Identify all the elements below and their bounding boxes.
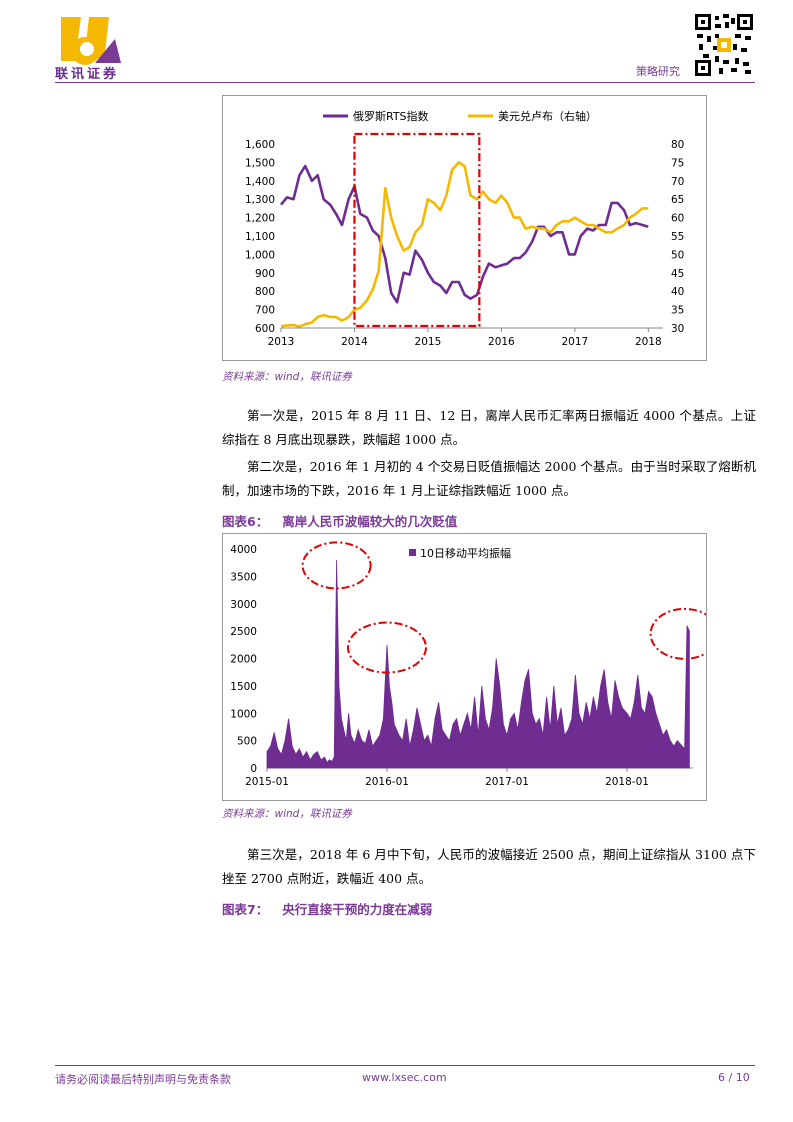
chart-rts-vs-ruble-svg: 600 700 800 900 1,000 1,100 1,200 1,300 1,400 1,5… (245, 109, 684, 348)
chart-rts-vs-ruble: 600 700 800 900 1,000 1,100 1,200 1,300 1,400 1,5… (222, 95, 707, 361)
y-right-tick-label: 50 (671, 249, 684, 261)
y-tick-label: 500 (237, 736, 257, 748)
y-right-tick-label: 30 (671, 323, 684, 335)
y-tick-label: 3000 (230, 599, 257, 611)
brand-name: 联讯证券 (55, 67, 120, 82)
footer-disclaimer: 请务必阅读最后特别声明与免责条款 (55, 1073, 231, 1086)
y-left-tick-label: 1,100 (245, 231, 275, 243)
series-line-rts (279, 164, 649, 304)
y-left-tick-label: 900 (255, 268, 275, 280)
footer-page-number: 6 / 10 (718, 1071, 750, 1084)
x-tick-label: 2013 (268, 336, 295, 348)
legend-swatch (409, 549, 416, 556)
y-left-tick-label: 1,400 (245, 176, 275, 188)
y-left-tick-label: 800 (255, 286, 275, 298)
chart2-source: 资料来源：wind，联讯证券 (222, 808, 352, 820)
y-left-tick-label: 1,600 (245, 139, 275, 151)
paragraph-second: 第二次是，2016 年 1 月初的 4 个交易日贬值振幅达 2000 个基点。由… (222, 455, 756, 503)
paragraph-second-text: 第二次是，2016 年 1 月初的 4 个交易日贬值振幅达 2000 个基点。由… (222, 459, 756, 498)
figure6-text: 离岸人民币波幅较大的几次贬值 (282, 514, 458, 529)
y-right-tick-label: 45 (671, 268, 684, 280)
y-left-tick-label: 1,300 (245, 194, 275, 206)
y-tick-label: 2000 (230, 654, 257, 666)
y-tick-label: 1500 (230, 681, 257, 693)
x-tick-label: 2015 (415, 336, 442, 348)
x-tick-label: 2015-01 (245, 776, 289, 788)
x-tick-label: 2018 (635, 336, 662, 348)
highlight-ellipse (301, 541, 372, 590)
series-area-amplitude (266, 559, 690, 769)
y-right-tick-label: 80 (671, 139, 684, 151)
y-right-tick-label: 75 (671, 157, 684, 169)
figure7-label: 图表7： (222, 902, 269, 917)
y-left-tick-label: 600 (255, 323, 275, 335)
legend-label: 美元兑卢布（右轴） (498, 109, 597, 123)
y-tick-label: 2500 (230, 626, 257, 638)
y-right-tick-label: 35 (671, 305, 684, 317)
paragraph-third-text: 第三次是，2018 年 6 月中下旬，人民币的波幅接近 2500 点，期间上证综… (222, 847, 756, 886)
company-logo (61, 17, 121, 65)
figure7-title: 图表7： 央行直接干预的力度在减弱 (222, 899, 446, 918)
chart-cnh-amplitude: 0 500 1000 1500 2000 2500 3000 3500 4000 2015-01 2… (222, 533, 720, 801)
highlight-box (353, 132, 481, 328)
y-right-tick-label: 60 (671, 213, 684, 225)
series-line-ruble (280, 161, 649, 328)
y-left-tick-label: 1,500 (245, 157, 275, 169)
paragraph-first-text: 第一次是，2015 年 8 月 11 日、12 日，离岸人民币汇率两日振幅近 4… (222, 408, 756, 447)
figure7-text: 央行直接干预的力度在减弱 (282, 902, 433, 917)
chart1-source: 资料来源：wind，联讯证券 (222, 371, 352, 383)
figure6-label: 图表6： (222, 514, 269, 529)
y-tick-label: 0 (250, 763, 257, 775)
report-section: 策略研究 (636, 65, 680, 78)
qr-code-icon (695, 14, 753, 76)
footer-divider (55, 1065, 755, 1066)
legend-label: 10日移动平均振幅 (420, 546, 511, 560)
header-divider (55, 82, 755, 83)
y-right-tick-label: 55 (671, 231, 684, 243)
footer-url[interactable]: www.lxsec.com (362, 1071, 447, 1084)
paragraph-third: 第三次是，2018 年 6 月中下旬，人民币的波幅接近 2500 点，期间上证综… (222, 843, 756, 891)
highlight-ellipse (649, 607, 720, 660)
x-tick-label: 2017-01 (485, 776, 529, 788)
y-right-tick-label: 65 (671, 194, 684, 206)
paragraph-first: 第一次是，2015 年 8 月 11 日、12 日，离岸人民币汇率两日振幅近 4… (222, 404, 756, 452)
x-tick-label: 2018-01 (605, 776, 649, 788)
x-tick-label: 2016-01 (365, 776, 409, 788)
x-tick-label: 2014 (341, 336, 368, 348)
y-tick-label: 4000 (230, 544, 257, 556)
y-left-tick-label: 1,000 (245, 249, 275, 261)
y-tick-label: 3500 (230, 571, 257, 583)
y-left-tick-label: 700 (255, 305, 275, 317)
x-tick-label: 2017 (561, 336, 588, 348)
y-right-tick-label: 40 (671, 286, 684, 298)
y-tick-label: 1000 (230, 708, 257, 720)
chart-cnh-amplitude-svg: 0 500 1000 1500 2000 2500 3000 3500 4000 2015-01 2… (230, 541, 720, 788)
figure6-title: 图表6： 离岸人民币波幅较大的几次贬值 (222, 511, 471, 530)
y-left-tick-label: 1,200 (245, 213, 275, 225)
x-tick-label: 2016 (488, 336, 515, 348)
y-right-tick-label: 70 (671, 176, 684, 188)
legend-label: 俄罗斯RTS指数 (353, 109, 429, 123)
